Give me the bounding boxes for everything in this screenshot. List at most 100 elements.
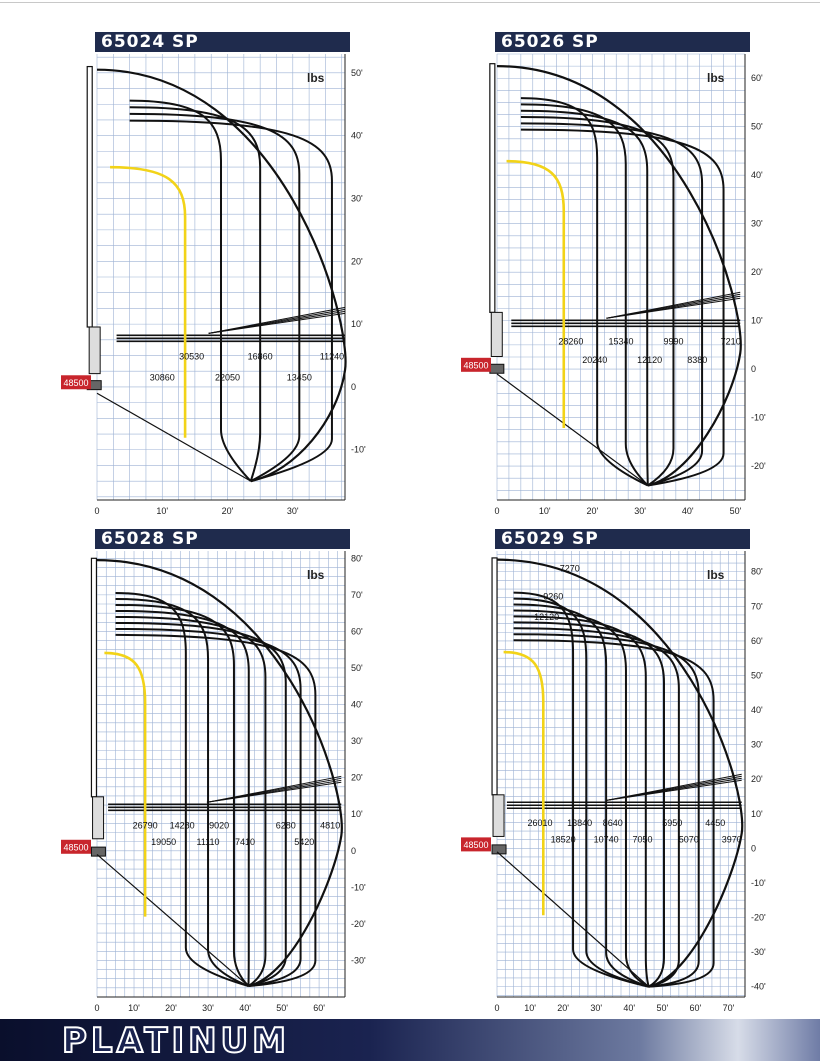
- load-curve: [520, 122, 704, 487]
- crane-base: [92, 796, 105, 840]
- y-tick-label: 20': [751, 774, 763, 784]
- y-tick-label: -10': [751, 413, 766, 423]
- chart-title: 65029 SP: [495, 529, 750, 549]
- outer-envelope-curve: [96, 68, 347, 483]
- capacity-label: 26010: [527, 818, 552, 828]
- x-tick-label: 0: [494, 1003, 499, 1013]
- x-tick-label: 0: [94, 506, 99, 516]
- chart-svg: 0 10' 20' 30' 40' 50' 60' 80' 70' 60' 50' 40' 30' 20'…: [61, 551, 366, 1013]
- load-curve: [115, 615, 267, 987]
- capacity-label: 7270: [560, 564, 580, 574]
- x-tick-label: 30': [202, 1003, 214, 1013]
- x-tick-label: 10': [539, 506, 551, 516]
- base-capacity-label: 48500: [463, 360, 488, 370]
- capacity-label: 7210: [721, 336, 741, 346]
- y-tick-label: 40': [751, 170, 763, 180]
- y-tick-label: 70': [751, 601, 763, 611]
- x-tick-label: 50': [276, 1003, 288, 1013]
- chart-title: 65026 SP: [495, 32, 750, 52]
- base-capacity-label: 48500: [63, 842, 88, 852]
- base-capacity-badge: [461, 357, 491, 372]
- x-tick-label: 50': [730, 506, 742, 516]
- y-tick-label: 50': [751, 122, 763, 132]
- base-capacity-label: 48500: [63, 378, 88, 388]
- y-tick-label: -10': [751, 878, 766, 888]
- x-tick-label: 50': [656, 1003, 668, 1013]
- x-tick-label: 60': [313, 1003, 325, 1013]
- crane-mast: [86, 65, 93, 328]
- y-tick-label: 30': [351, 736, 363, 746]
- highlight-curve: [506, 159, 566, 429]
- lower-limit-line: [496, 373, 649, 486]
- y-tick-label: 30': [751, 219, 763, 229]
- base-capacity-badge: [61, 839, 91, 854]
- load-curve: [513, 603, 650, 988]
- load-curve: [513, 597, 649, 988]
- y-tick-label: 10': [351, 809, 363, 819]
- x-tick-label: 30': [287, 506, 299, 516]
- y-tick-label: 40': [751, 705, 763, 715]
- capacity-label: 11110: [197, 837, 220, 847]
- load-curve: [115, 603, 250, 987]
- y-tick-label: 50': [351, 68, 363, 78]
- y-tick-label: -40': [751, 982, 766, 992]
- capacity-label: 13840: [567, 818, 592, 828]
- capacity-label: 19050: [151, 837, 176, 847]
- load-curve: [513, 627, 680, 988]
- y-tick-label: 40': [351, 700, 363, 710]
- capacity-label: 4450: [705, 818, 725, 828]
- brand-logo: PLATINUM: [61, 1020, 290, 1062]
- crane-pedestal: [90, 846, 106, 857]
- capacity-label: 22050: [215, 372, 240, 382]
- x-tick-label: 20': [222, 506, 234, 516]
- highlight-curve: [503, 650, 545, 916]
- y-tick-label: 10': [351, 319, 363, 329]
- load-curve: [129, 99, 252, 482]
- y-tick-label: -30': [351, 955, 366, 965]
- load-curve: [115, 591, 249, 987]
- x-tick-label: 0: [494, 506, 499, 516]
- capacity-label: 10740: [594, 834, 619, 844]
- capacity-label: 18520: [551, 834, 576, 844]
- y-tick-label: -10': [351, 445, 366, 455]
- crane-mast: [90, 557, 98, 798]
- capacity-label: 7050: [632, 834, 652, 844]
- capacity-label: 16860: [248, 351, 273, 361]
- base-capacity-label: 48500: [463, 840, 488, 850]
- load-curve: [520, 97, 649, 487]
- x-tick-label: 20': [557, 1003, 569, 1013]
- chart-svg: 0 10' 20' 30' 40' 50' 60' 50' 40' 30' 20' 10' 0 -10' -…: [461, 53, 766, 516]
- y-tick-label: 80': [751, 567, 763, 577]
- load-curve: [129, 112, 301, 483]
- highlight-curve: [110, 165, 187, 438]
- y-tick-label: 0: [751, 364, 756, 374]
- load-curve: [115, 627, 302, 988]
- boom-raised-line: [208, 306, 346, 334]
- y-tick-label: 80': [351, 553, 363, 563]
- lower-limit-line: [96, 392, 252, 482]
- crane-mast: [489, 63, 496, 313]
- y-tick-label: 40': [351, 131, 363, 141]
- load-curve: [513, 609, 650, 988]
- y-tick-label: 60': [351, 626, 363, 636]
- base-capacity-badge: [461, 837, 491, 852]
- load-curve: [513, 591, 649, 988]
- y-tick-label: -10': [351, 882, 366, 892]
- chart-svg: 0 10' 20' 30' 50' 40' 30' 20' 10' 0 -10' lbs 30530 16…: [61, 54, 366, 516]
- y-tick-label: 20': [351, 256, 363, 266]
- unit-label: lbs: [307, 71, 325, 85]
- top-divider: [0, 2, 820, 3]
- chart-panel-65026: 65026 SP 0 10' 20' 30' 40' 50' 60' 50' 40' 30' 20'…: [461, 32, 775, 522]
- load-curve: [513, 621, 665, 988]
- crane-base: [492, 794, 505, 837]
- load-curve: [520, 128, 725, 487]
- outer-envelope-curve: [96, 559, 343, 988]
- capacity-label: 6280: [276, 820, 296, 830]
- outer-envelope-curve: [496, 65, 742, 487]
- chart-panel-65029: 65029 SP 0 10' 20' 30' 40' 50' 60' 70' 80' 70' 60'…: [461, 529, 775, 1019]
- x-tick-label: 10': [128, 1003, 140, 1013]
- x-tick-label: 20': [165, 1003, 177, 1013]
- chart-svg: 0 10' 20' 30' 40' 50' 60' 70' 80' 70' 60' 50' 40' 30'…: [461, 551, 766, 1013]
- y-tick-label: 20': [751, 267, 763, 277]
- load-curve: [520, 109, 649, 486]
